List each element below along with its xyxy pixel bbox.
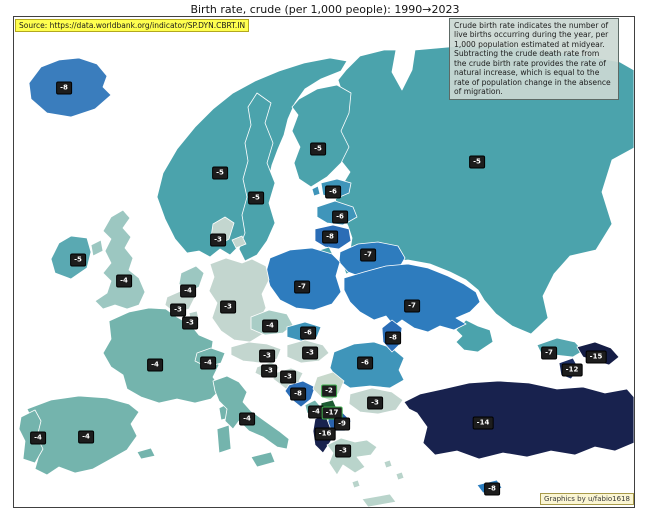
value-label-iceland: -8 — [56, 81, 72, 95]
value-label-netherlands: -4 — [180, 284, 196, 298]
value-label-sweden: -5 — [248, 191, 264, 205]
value-label-switzerland: -4 — [200, 356, 216, 370]
value-label-croatia: -3 — [280, 370, 296, 384]
country-turkey — [403, 380, 634, 460]
value-label-cyprus: -8 — [484, 482, 500, 496]
country-balearics — [136, 447, 156, 460]
country-estonia-islands — [311, 185, 321, 197]
value-label-belarus: -7 — [360, 248, 376, 262]
country-denmark-islands — [231, 235, 247, 249]
value-label-slovakia: -6 — [300, 326, 316, 340]
value-label-lithuania: -8 — [322, 230, 338, 244]
value-label-moldova: -8 — [385, 331, 401, 345]
value-label-portugal: -4 — [30, 431, 46, 445]
country-crete — [361, 493, 397, 507]
value-label-uk: -4 — [116, 274, 132, 288]
value-label-czechia: -4 — [262, 319, 278, 333]
value-label-finland: -5 — [310, 142, 326, 156]
value-label-italy: -4 — [239, 412, 255, 426]
value-label-belgium: -3 — [170, 303, 186, 317]
value-label-poland: -7 — [294, 280, 310, 294]
country-finland — [291, 84, 352, 188]
value-label-north-macedonia: -9 — [334, 417, 350, 431]
value-label-azerbaijan: -15 — [585, 350, 607, 364]
value-label-romania: -6 — [357, 356, 373, 370]
source-attribution: Source: https://data.worldbank.org/indic… — [15, 19, 250, 32]
value-label-ukraine: -7 — [404, 299, 420, 313]
value-label-ireland: -5 — [70, 253, 86, 267]
value-label-norway: -5 — [212, 166, 228, 180]
country-crimea — [455, 319, 494, 353]
value-label-armenia: -12 — [561, 363, 583, 377]
value-label-greece: -3 — [335, 444, 351, 458]
value-label-turkey: -14 — [472, 416, 494, 430]
value-label-estonia: -6 — [325, 185, 341, 199]
value-label-spain: -4 — [78, 430, 94, 444]
graphics-credit: Graphics by u/fabio1618 — [540, 493, 634, 506]
country-ukraine — [343, 263, 481, 333]
value-label-russia: -5 — [469, 155, 485, 169]
value-label-bulgaria: -3 — [367, 396, 383, 410]
value-label-austria: -3 — [259, 349, 275, 363]
value-label-kosovo: -17 — [321, 406, 343, 420]
country-sardinia — [216, 424, 232, 454]
value-label-georgia: -7 — [541, 346, 557, 360]
value-label-germany: -3 — [220, 300, 236, 314]
value-label-slovenia: -3 — [261, 364, 277, 378]
value-label-bosnia: -8 — [290, 387, 306, 401]
page-title: Birth rate, crude (per 1,000 people): 19… — [190, 3, 460, 16]
country-uk — [94, 209, 146, 310]
country-poland — [265, 247, 342, 311]
value-label-albania: -16 — [314, 427, 336, 441]
country-aegean-islands — [351, 459, 405, 489]
indicator-description: Crude birth rate indicates the number of… — [449, 18, 619, 100]
country-northern-ireland — [90, 239, 104, 257]
value-label-denmark: -3 — [210, 233, 226, 247]
value-label-serbia: -2 — [321, 384, 337, 398]
country-sweden — [238, 92, 276, 262]
value-label-hungary: -3 — [302, 346, 318, 360]
country-sicily — [250, 451, 276, 468]
value-label-latvia: -6 — [332, 210, 348, 224]
value-label-luxembourg: -3 — [182, 316, 198, 330]
value-label-france: -4 — [147, 358, 163, 372]
